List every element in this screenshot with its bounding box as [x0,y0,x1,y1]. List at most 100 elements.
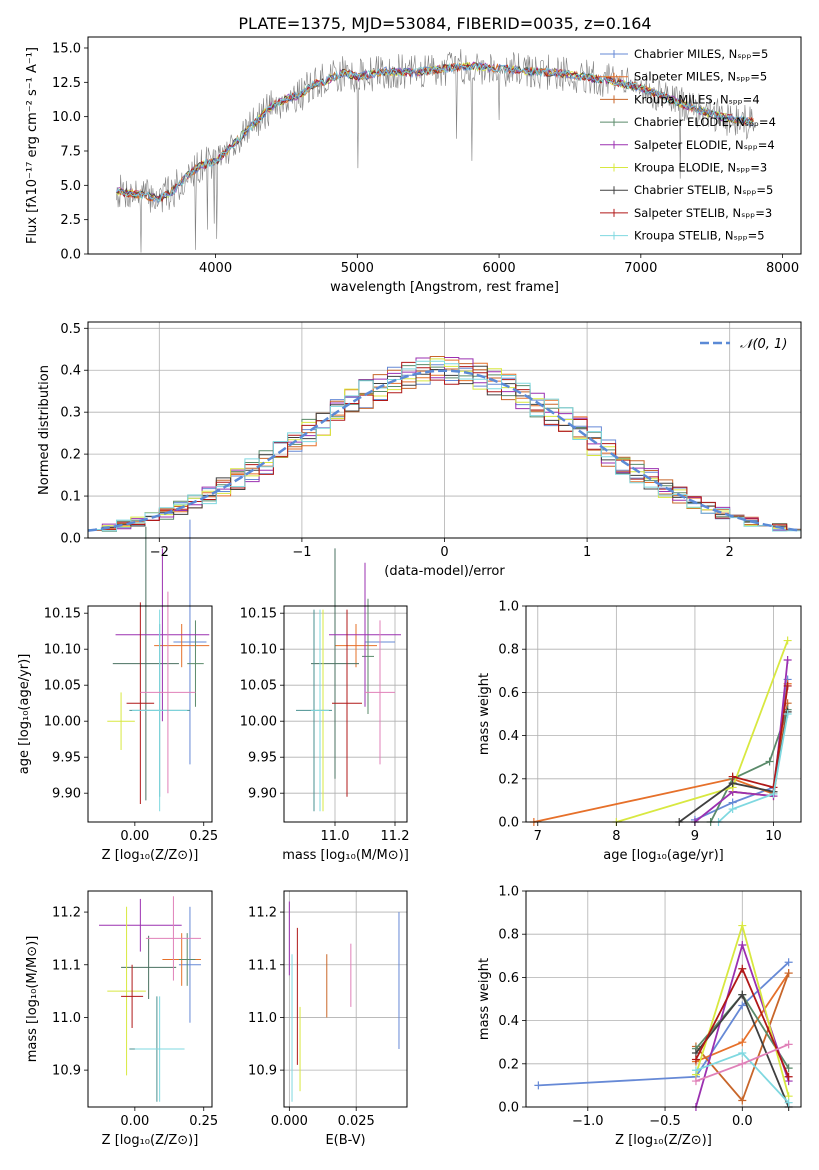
mass-weight-series-line [538,961,790,1087]
mass-weight-marker [738,1001,747,1010]
legend-entry: Salpeter MILES, Nₛₚₚ=5 [634,70,767,84]
mass-weight-marker [783,710,792,718]
mass-weight-marker [784,1064,793,1073]
y-tick-label: 0.0 [498,1101,519,1116]
x-tick-label: 4000 [199,261,232,276]
y-tick-label: 0.0 [498,816,519,831]
mass-weight-marker [783,636,792,645]
axes-layer: 4000 5000 6000 7000 80000.02.55.07.510.012.5… [17,36,802,1148]
spectrum-model-line [116,62,754,203]
mass-weight-marker [738,941,747,949]
mass-weight-series-line [717,713,789,823]
axes-frame [283,605,408,823]
mass-weight-marker [784,1072,793,1081]
y-tick-label: 10.0 [52,110,81,125]
y-tick-label: 11.2 [52,906,81,921]
mass-weight-marker [728,772,737,781]
x-axis-label: Z [log₁₀(Z/Z⊙)] [102,1133,199,1148]
y-tick-label: 10.10 [240,643,277,658]
x-tick-label: −2 [150,545,169,560]
mass-weight-marker [738,1049,747,1057]
y-tick-label: 0.2 [498,1057,519,1072]
spectrum-model-line [115,62,754,204]
legend-entry: Chabrier MILES, Nₛₚₚ=5 [634,47,768,61]
x-axis-label: age [log₁₀(age/yr)] [603,848,724,863]
y-axis-label: Flux [fλ10⁻¹⁷ erg cm⁻² s⁻¹ A⁻¹] [25,47,40,244]
y-tick-label: 10.15 [240,607,277,622]
mass-weight-marker [691,1066,700,1075]
x-tick-label: 0.025 [338,1114,375,1129]
mass-weight-marker [783,681,792,690]
x-axis-label: mass [log₁₀(M/M⊙)] [282,848,409,863]
legend-entry: Kroupa MILES, Nₛₚₚ=4 [634,92,760,106]
residual-histogram-line [88,357,801,531]
legend-entry: Chabrier ELODIE, Nₛₚₚ=4 [634,115,776,129]
y-tick-label: 11.2 [248,906,277,921]
axes-frame [87,36,802,255]
y-tick-label: 0.2 [498,772,519,787]
y-tick-label: 0.5 [60,322,81,337]
legend-entry: Salpeter STELIB, Nₛₚₚ=3 [634,206,772,220]
y-tick-label: 10.05 [44,679,81,694]
spectrum-title: PLATE=1375, MJD=53084, FIBERID=0035, z=0… [238,14,651,33]
residual-histogram-line [88,365,801,531]
y-tick-label: 12.5 [52,76,81,91]
y-tick-label: 1.0 [498,600,519,615]
axes-frame [283,890,408,1108]
x-axis-label: (data-model)/error [384,564,505,579]
x-tick-label: 8000 [766,261,799,276]
legend-entry: Chabrier STELIB, Nₛₚₚ=5 [634,183,773,197]
x-tick-label: 5000 [341,261,374,276]
mass-weight-marker [738,921,747,930]
y-tick-label: 7.5 [60,144,81,159]
axes-frame [87,890,213,1108]
y-tick-label: 5.0 [60,179,81,194]
y-tick-label: 10.9 [52,1064,81,1079]
x-tick-label: 0.25 [189,829,218,844]
y-tick-label: 11.0 [52,1011,81,1026]
y-tick-label: 0.8 [498,928,519,943]
mass-weight-marker [691,1077,700,1086]
mass-weight-series-line [694,659,789,823]
grid-layer [88,322,801,1108]
x-tick-label: 0.00 [120,829,149,844]
y-tick-label: 0.6 [498,686,519,701]
y-axis-label: Normed distribution [37,365,52,495]
y-tick-label: 10.00 [44,715,81,730]
mass-weight-marker [784,1098,793,1107]
mass-weight-marker [691,1055,700,1064]
axes-frame [525,890,802,1108]
x-axis-label: wavelength [Angstrom, rest frame] [330,280,559,295]
y-tick-label: 9.95 [52,751,81,766]
x-tick-label: −0.5 [649,1114,681,1129]
mass-weight-marker [738,990,747,999]
spectrum-model-line [116,62,754,202]
y-tick-label: 2.5 [60,213,81,228]
y-tick-label: 9.90 [248,787,277,802]
y-tick-label: 0.8 [498,643,519,658]
y-tick-label: 10.15 [44,607,81,622]
x-tick-label: 0.00 [120,1114,149,1129]
y-axis-label: age [log₁₀(age/yr)] [17,654,32,775]
x-tick-label: 11.2 [381,829,410,844]
x-tick-label: 2 [726,545,734,560]
y-axis-label: mass weight [477,958,492,1040]
y-tick-label: 0.0 [60,248,81,263]
mass-weight-marker [728,805,737,814]
y-axis-label: mass weight [477,673,492,755]
y-tick-label: 11.1 [52,958,81,973]
y-tick-label: 0.3 [60,406,81,421]
legend-entry: Salpeter ELODIE, Nₛₚₚ=4 [634,138,775,152]
y-tick-label: 0.0 [60,532,81,547]
y-tick-label: 0.4 [60,364,81,379]
x-tick-label: 7000 [624,261,657,276]
mass-weight-marker [784,958,793,967]
y-tick-label: 0.2 [60,448,81,463]
x-tick-label: −1.0 [572,1114,604,1129]
x-tick-label: 0 [440,545,448,560]
mass-weight-marker [738,1038,747,1047]
x-tick-label: 0.0 [732,1114,753,1129]
mass-weight-marker [738,1059,747,1068]
x-tick-label: 1 [583,545,591,560]
mass-weight-marker [534,1081,543,1090]
